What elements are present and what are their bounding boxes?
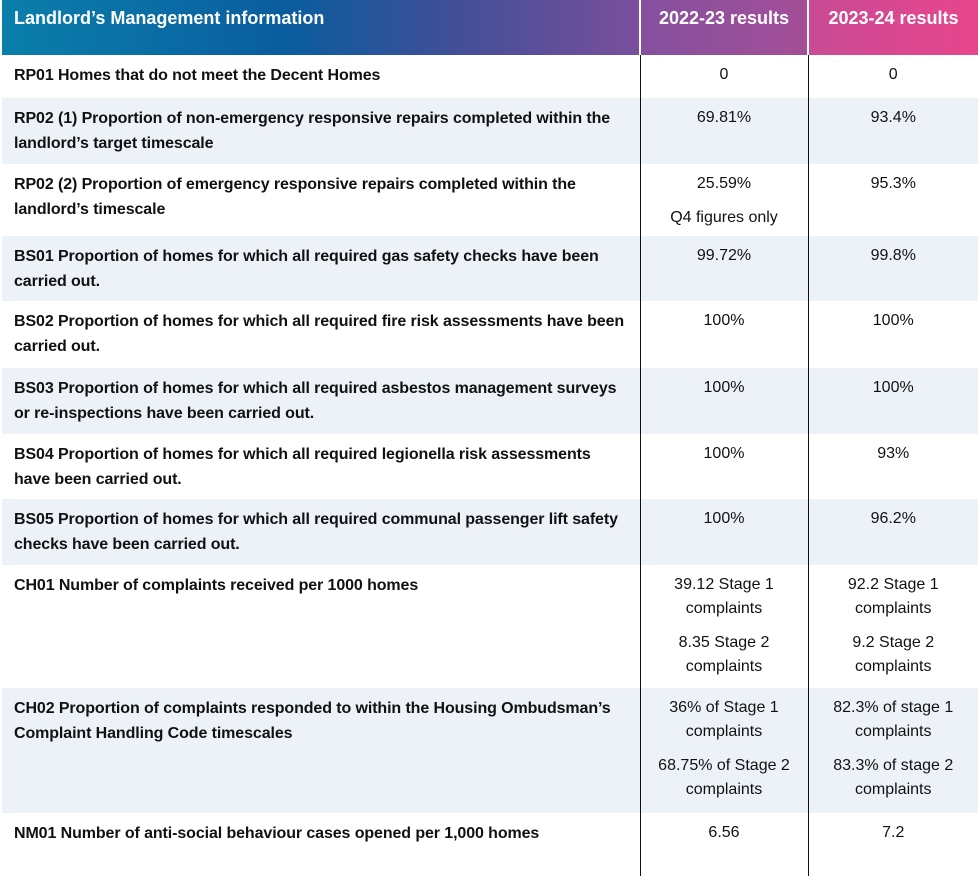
result-value: 100% (703, 379, 745, 396)
result-2022-23: 36% of Stage 1 complaints 68.75% of Stage… (639, 688, 808, 813)
indicator-label: BS02 Proportion of homes for which all r… (14, 313, 625, 355)
result-2023-24: 95.3% (807, 164, 978, 236)
table-row: BS02 Proportion of homes for which all r… (2, 301, 978, 368)
result-value: 99.72% (696, 247, 752, 264)
result-value: 9.2 Stage 2 complaints (852, 634, 935, 675)
result-value: 100% (703, 510, 745, 527)
result-value: 100% (872, 312, 914, 329)
result-value: 69.81% (696, 109, 752, 126)
table-header: Landlord’s Management information 2022-2… (2, 0, 978, 55)
result-value: 99.8% (870, 247, 916, 264)
result-value: 100% (872, 379, 914, 396)
result-value: 100% (703, 312, 745, 329)
table-row: BS05 Proportion of homes for which all r… (2, 499, 978, 565)
indicator-label: BS01 Proportion of homes for which all r… (2, 236, 640, 301)
indicator-label: BS05 Proportion of homes for which all r… (2, 499, 640, 565)
result-2022-23: 100% (639, 499, 808, 565)
result-value: 100% (703, 445, 745, 462)
indicator-label: RP02 (1) Proportion of non-emergency res… (2, 98, 640, 164)
result-2023-24: 82.3% of stage 1 complaints 83.3% of stag… (807, 688, 978, 813)
result-2023-24: 92.2 Stage 1 complaints 9.2 Stage 2 compl… (807, 565, 978, 688)
indicator-label: BS03 Proportion of homes for which all r… (2, 368, 640, 434)
indicator-label: NM01 Number of anti-social behaviour cas… (14, 825, 540, 842)
result-2023-24: 7.2 (807, 813, 978, 876)
table-row: BS04 Proportion of homes for which all r… (2, 434, 978, 499)
header-title: Landlord’s Management information (2, 0, 640, 55)
table-row: CH01 Number of complaints received per 1… (2, 565, 978, 688)
result-value: 83.3% of stage 2 complaints (833, 757, 954, 798)
result-value: 39.12 Stage 1 complaints (674, 576, 774, 617)
result-2023-24: 93% (807, 434, 978, 499)
result-value: 8.35 Stage 2 complaints (678, 634, 770, 675)
result-2022-23: 0 (639, 55, 808, 98)
result-2022-23: 100% (639, 301, 808, 368)
result-value: 0 (888, 66, 898, 83)
result-2022-23: 99.72% (639, 236, 808, 301)
result-value: 92.2 Stage 1 complaints (847, 576, 939, 617)
table-row: RP01 Homes that do not meet the Decent H… (2, 55, 978, 98)
result-value: 7.2 (882, 824, 905, 841)
result-value: 95.3% (870, 175, 916, 192)
result-value: Q4 figures only (670, 209, 778, 226)
result-2023-24: 0 (807, 55, 978, 98)
result-value: 6.56 (708, 824, 740, 841)
indicator-label: BS04 Proportion of homes for which all r… (14, 446, 591, 488)
header-2023-24: 2023-24 results (807, 0, 978, 55)
table-row: BS01 Proportion of homes for which all r… (2, 236, 978, 301)
result-value: 93.4% (870, 109, 916, 126)
result-2023-24: 93.4% (807, 98, 978, 164)
result-2022-23: 39.12 Stage 1 complaints 8.35 Stage 2 com… (639, 565, 808, 688)
result-2022-23: 100% (639, 368, 808, 434)
header-2022-23: 2022-23 results (639, 0, 808, 55)
table-row: CH02 Proportion of complaints responded … (2, 688, 978, 813)
indicator-label: RP02 (2) Proportion of emergency respons… (14, 176, 576, 218)
table-row: NM01 Number of anti-social behaviour cas… (2, 813, 978, 876)
result-2022-23: 6.56 (639, 813, 808, 876)
result-value: 93% (877, 445, 910, 462)
management-info-table: Landlord’s Management information 2022-2… (2, 0, 978, 876)
indicator-label: CH01 Number of complaints received per 1… (14, 577, 419, 594)
result-value: 96.2% (870, 510, 916, 527)
result-2023-24: 100% (807, 368, 978, 434)
table-row: RP02 (1) Proportion of non-emergency res… (2, 98, 978, 164)
result-value: 36% of Stage 1 complaints (669, 699, 779, 740)
result-2022-23: 100% (639, 434, 808, 499)
table-row: BS03 Proportion of homes for which all r… (2, 368, 978, 434)
result-2023-24: 96.2% (807, 499, 978, 565)
result-2023-24: 100% (807, 301, 978, 368)
table-row: RP02 (2) Proportion of emergency respons… (2, 164, 978, 236)
result-2023-24: 99.8% (807, 236, 978, 301)
result-value: 25.59% (696, 175, 752, 192)
indicator-label: RP01 Homes that do not meet the Decent H… (14, 67, 381, 84)
result-value: 82.3% of stage 1 complaints (833, 699, 954, 740)
result-value: 0 (719, 66, 729, 83)
result-value: 68.75% of Stage 2 complaints (658, 757, 790, 798)
indicator-label: CH02 Proportion of complaints responded … (2, 688, 640, 813)
result-2022-23: 25.59% Q4 figures only (639, 164, 808, 236)
result-2022-23: 69.81% (639, 98, 808, 164)
